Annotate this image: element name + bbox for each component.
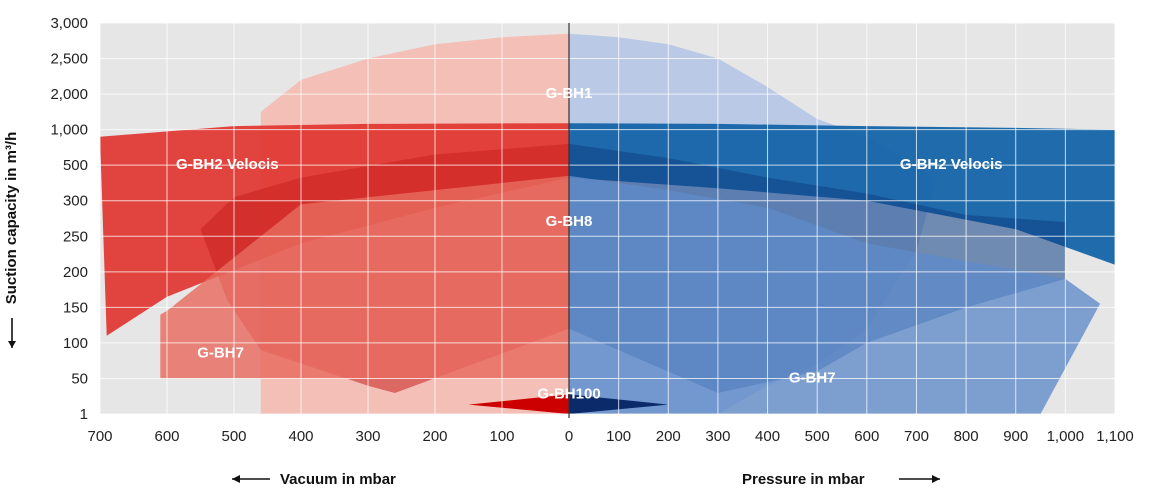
area-g-bh100-vacuum (468, 394, 569, 414)
x-tick-label: 1,000 (1047, 428, 1085, 445)
x-axis-label-pressure: Pressure in mbar (742, 471, 865, 488)
x-tick-label: 700 (87, 428, 112, 445)
y-tick-label: 200 (63, 264, 88, 281)
x-tick-label: 100 (489, 428, 514, 445)
y-tick-label: 100 (63, 335, 88, 352)
area-label: G-BH2 Velocis (900, 156, 1003, 173)
x-axis-label-vacuum: Vacuum in mbar (280, 471, 396, 488)
x-tick-label: 400 (755, 428, 780, 445)
x-tick-label: 300 (705, 428, 730, 445)
area-g-bh7-vacuum (160, 175, 570, 379)
y-axis-label: Suction capacity in m³/h (3, 132, 20, 305)
arrow-left-icon (232, 475, 240, 483)
x-tick-label: 200 (656, 428, 681, 445)
x-tick-label: 400 (288, 428, 313, 445)
area-label: G-BH1 (546, 85, 593, 102)
x-axis-title-vacuum: Vacuum in mbar (232, 471, 396, 488)
area-label: G-BH7 (197, 345, 244, 362)
area-label: G-BH100 (537, 385, 600, 402)
y-tick-label: 500 (63, 157, 88, 174)
x-tick-label: 700 (904, 428, 929, 445)
x-tick-label: 200 (422, 428, 447, 445)
y-axis-title: Suction capacity in m³/h (3, 132, 20, 348)
x-tick-label: 1,100 (1096, 428, 1134, 445)
y-tick-label: 150 (63, 299, 88, 316)
x-axis-title-pressure: Pressure in mbar (742, 471, 940, 488)
area-label: G-BH7 (789, 369, 836, 386)
x-tick-label: 0 (565, 428, 573, 445)
y-tick-label: 50 (71, 370, 88, 387)
y-tick-label: 300 (63, 193, 88, 210)
x-tick-label: 500 (805, 428, 830, 445)
x-tick-label: 100 (606, 428, 631, 445)
area-label: G-BH8 (546, 213, 593, 230)
y-tick-label: 250 (63, 228, 88, 245)
y-tick-label: 1 (80, 406, 88, 423)
x-tick-label: 800 (954, 428, 979, 445)
y-tick-label: 2,500 (50, 51, 88, 68)
y-tick-label: 2,000 (50, 86, 88, 103)
y-tick-label: 1,000 (50, 122, 88, 139)
x-tick-label: 600 (854, 428, 879, 445)
x-tick-label: 500 (221, 428, 246, 445)
x-tick-label: 600 (154, 428, 179, 445)
x-tick-label: 900 (1003, 428, 1028, 445)
x-tick-label: 300 (355, 428, 380, 445)
area-g-bh7-pressure (569, 175, 1101, 414)
y-tick-label: 3,000 (50, 15, 88, 32)
area-label: G-BH2 Velocis (176, 156, 279, 173)
arrow-right-icon (932, 475, 940, 483)
